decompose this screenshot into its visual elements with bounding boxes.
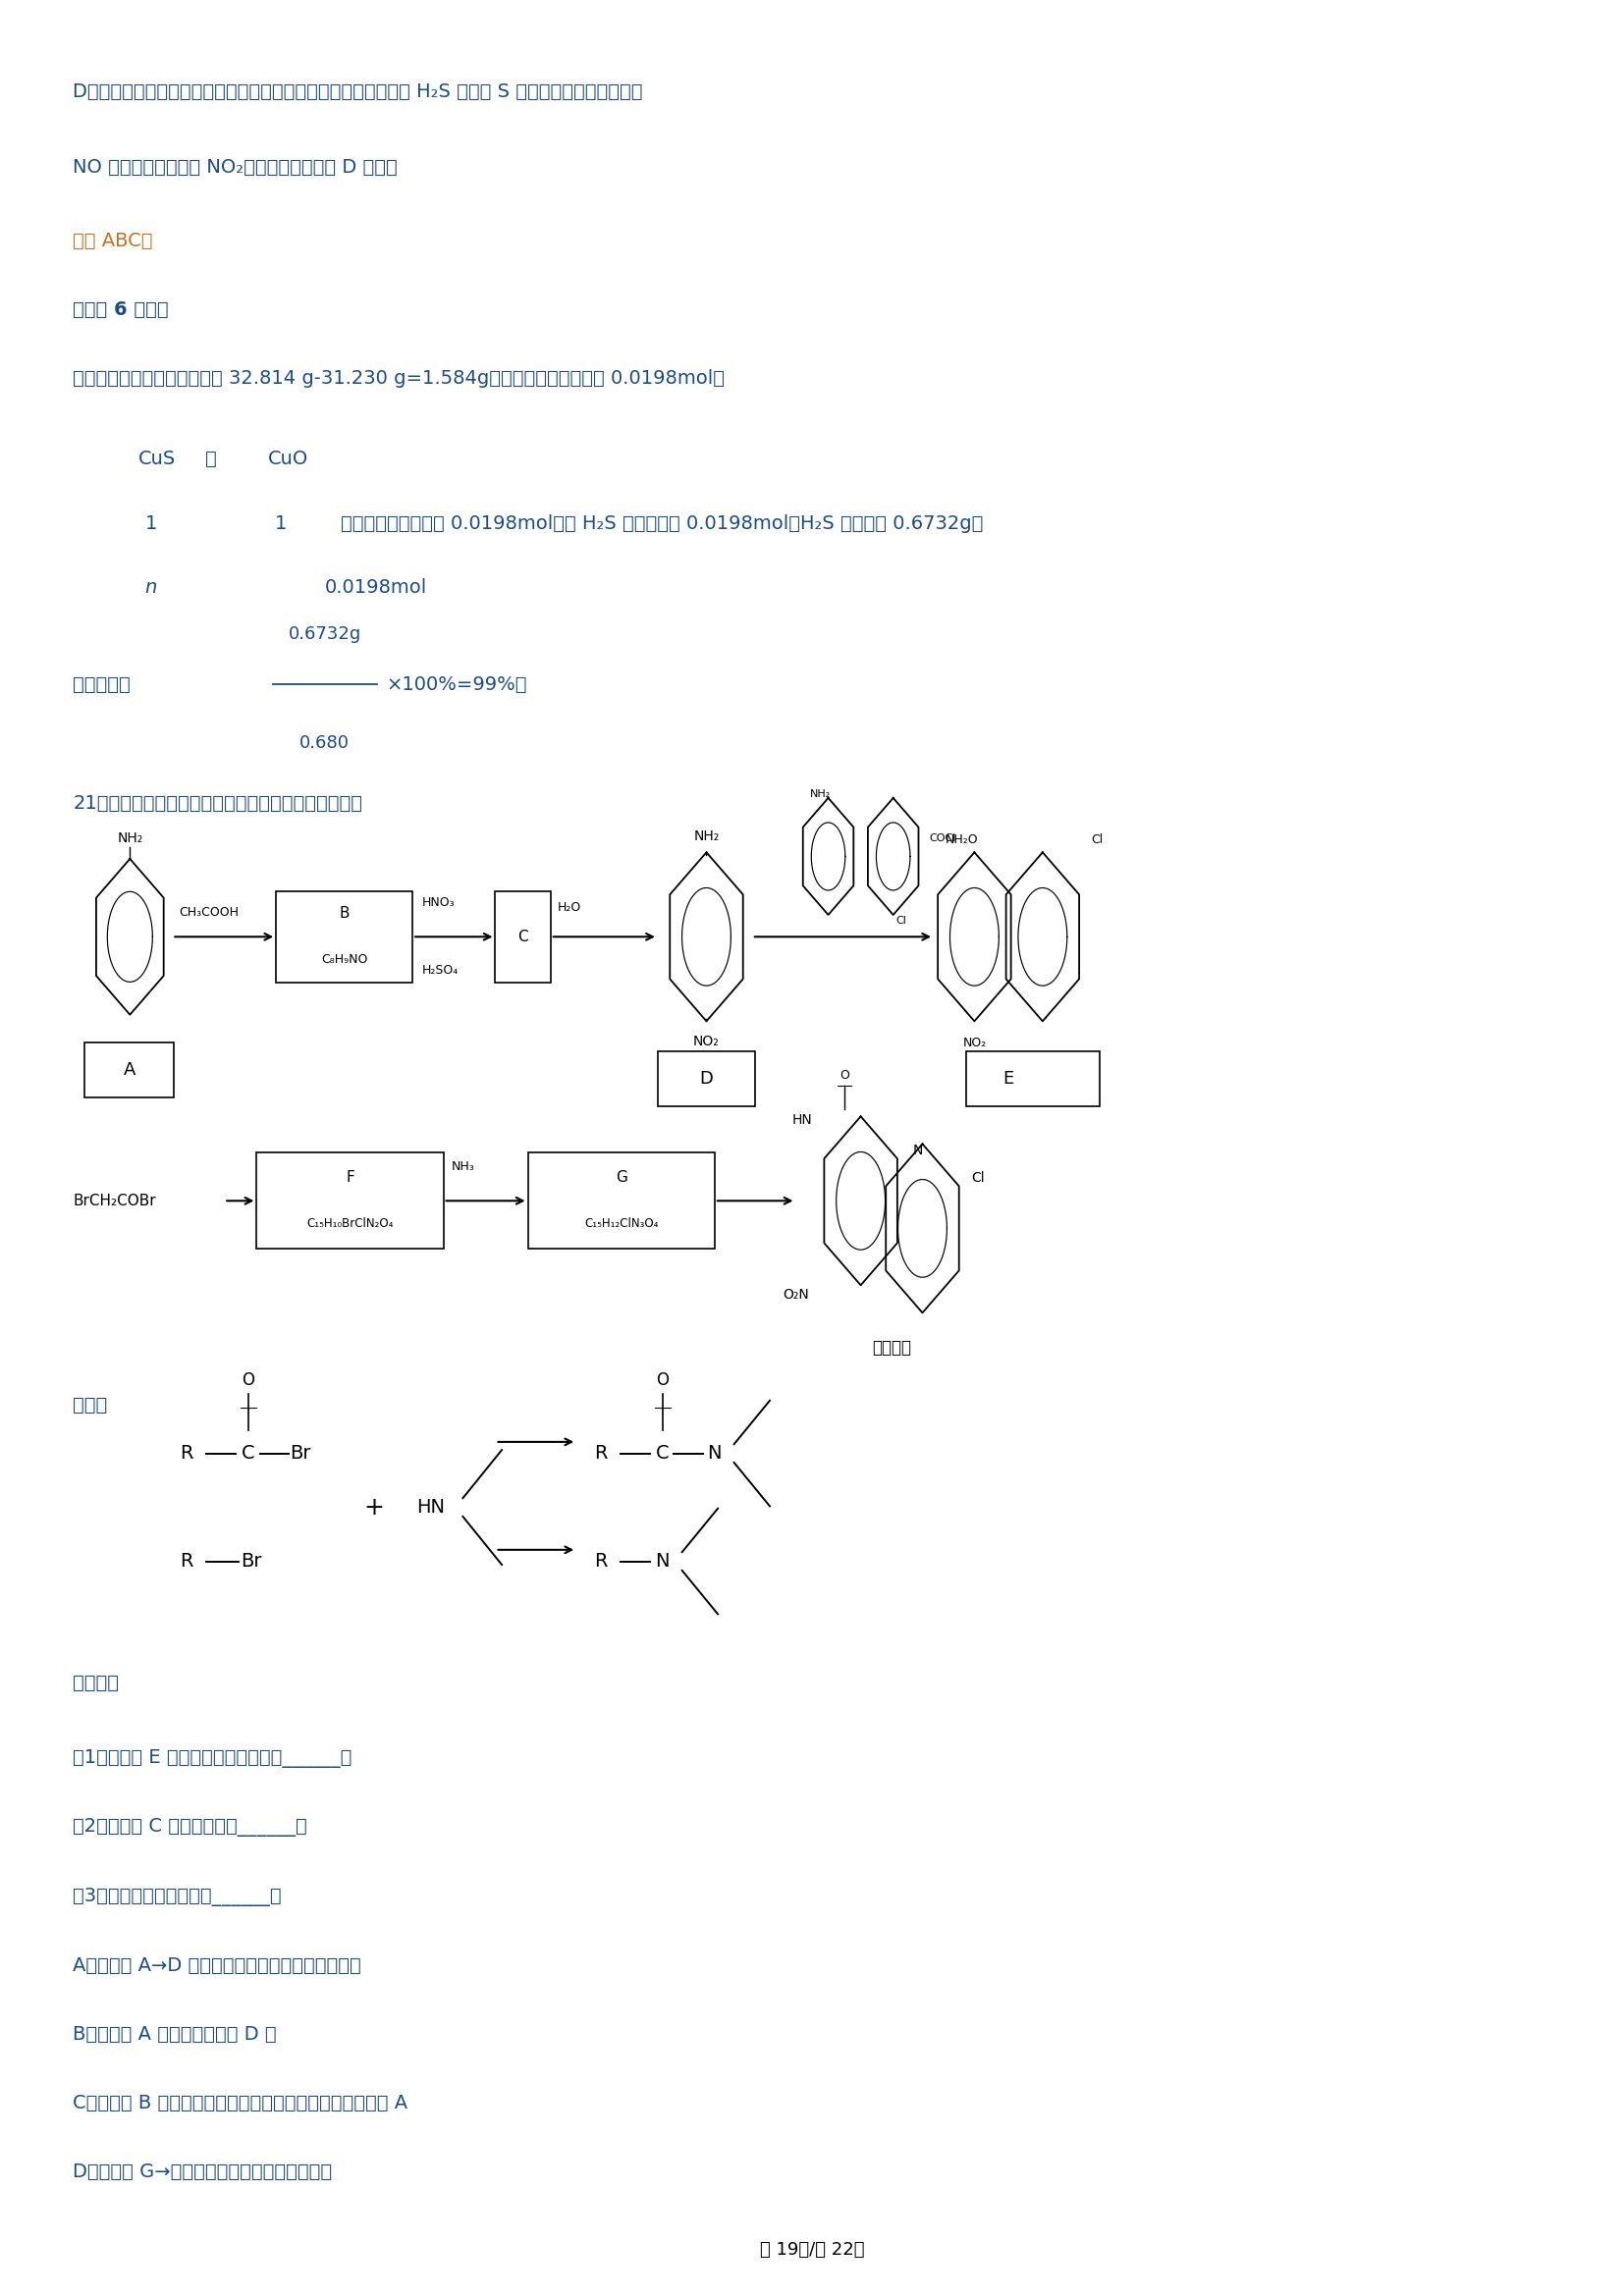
Text: CuO: CuO <box>268 450 309 468</box>
Bar <box>658 1052 755 1107</box>
Text: 产品纯度为: 产品纯度为 <box>73 675 132 693</box>
Text: G: G <box>615 1171 627 1185</box>
Text: N: N <box>913 1143 922 1157</box>
Bar <box>84 1042 174 1097</box>
Text: C: C <box>518 930 528 944</box>
Text: 1: 1 <box>145 514 158 533</box>
Text: N: N <box>656 1552 669 1570</box>
Text: N: N <box>708 1444 721 1463</box>
Text: 0.0198mol: 0.0198mol <box>325 579 427 597</box>
Text: H₂O: H₂O <box>557 900 581 914</box>
Text: F: F <box>346 1171 354 1185</box>
Text: CuS: CuS <box>138 450 175 468</box>
Text: 第 19页/共 22页: 第 19页/共 22页 <box>760 2241 864 2259</box>
Text: ，硫化铜物质的量为 0.0198mol，则 H₂S 物质的量为 0.0198mol，H₂S 的质量为 0.6732g，: ，硫化铜物质的量为 0.0198mol，则 H₂S 物质的量为 0.0198mo… <box>341 514 984 533</box>
Text: Cl: Cl <box>971 1171 984 1185</box>
Text: C₁₅H₁₂ClN₃O₄: C₁₅H₁₂ClN₃O₄ <box>585 1217 658 1231</box>
Text: NO 或者浓硝酸产生的 NO₂，会污染空气，故 D 错误；: NO 或者浓硝酸产生的 NO₂，会污染空气，故 D 错误； <box>73 158 398 177</box>
Text: 21．某研究小组通过下列路线合成镇静药物氯硝西泮。: 21．某研究小组通过下列路线合成镇静药物氯硝西泮。 <box>73 794 362 813</box>
Text: O: O <box>840 1068 849 1081</box>
Text: n: n <box>145 579 158 597</box>
Text: HNO₃: HNO₃ <box>422 895 455 909</box>
Text: D: D <box>700 1070 713 1088</box>
Text: （1）化合物 E 的含氧官能团的名称是______。: （1）化合物 E 的含氧官能团的名称是______。 <box>73 1750 352 1768</box>
Text: 故选 ABC。: 故选 ABC。 <box>73 232 153 250</box>
Text: H₂SO₄: H₂SO₄ <box>422 964 460 978</box>
Text: BrCH₂COBr: BrCH₂COBr <box>73 1194 156 1208</box>
Text: O: O <box>656 1371 669 1389</box>
Bar <box>495 891 551 983</box>
Text: （2）化合物 C 的结构简式是______。: （2）化合物 C 的结构简式是______。 <box>73 1818 307 1837</box>
Text: NH₂: NH₂ <box>693 829 719 843</box>
Text: C: C <box>242 1444 255 1463</box>
Text: C: C <box>656 1444 669 1463</box>
Text: 【小问 6 详解】: 【小问 6 详解】 <box>73 301 169 319</box>
Text: D．化合物 G→氯硝西泮的反应类型为取代反应: D．化合物 G→氯硝西泮的反应类型为取代反应 <box>73 2163 333 2181</box>
Text: HN: HN <box>791 1114 812 1127</box>
Text: NO₂: NO₂ <box>963 1035 986 1049</box>
Text: 0.680: 0.680 <box>300 735 349 753</box>
Bar <box>257 1153 443 1249</box>
Text: R: R <box>594 1444 607 1463</box>
Text: C．化合物 B 在氢氧化钠溶液加热的条件下可转化为化合物 A: C．化合物 B 在氢氧化钠溶液加热的条件下可转化为化合物 A <box>73 2094 408 2112</box>
Text: NH₂: NH₂ <box>117 831 143 845</box>
Text: B: B <box>339 907 349 921</box>
Text: A．化合物 A→D 的过程中，采用了保护氨基的方法: A．化合物 A→D 的过程中，采用了保护氨基的方法 <box>73 1956 362 1975</box>
Text: R: R <box>594 1552 607 1570</box>
Text: NO₂: NO₂ <box>693 1035 719 1049</box>
Text: O: O <box>242 1371 255 1389</box>
Text: COCl: COCl <box>929 833 957 843</box>
Text: D．该实验产生的尾气不可用硝酸吸收，硝酸的氧化性虽然可以把 H₂S 氧化为 S 单质，但是稀硝酸产生的: D．该实验产生的尾气不可用硝酸吸收，硝酸的氧化性虽然可以把 H₂S 氧化为 S … <box>73 83 643 101</box>
Text: 1: 1 <box>274 514 287 533</box>
Text: Br: Br <box>242 1552 261 1570</box>
Text: R: R <box>180 1444 193 1463</box>
Text: HN: HN <box>416 1497 445 1518</box>
Text: +: + <box>364 1495 383 1520</box>
Text: 0.6732g: 0.6732g <box>289 625 361 643</box>
Text: Cl: Cl <box>896 916 906 925</box>
Text: CH₃COOH: CH₃COOH <box>179 905 239 918</box>
Text: NH₂O: NH₂O <box>945 833 978 847</box>
Text: C₁₅H₁₀BrClN₂O₄: C₁₅H₁₀BrClN₂O₄ <box>307 1217 393 1231</box>
Text: O₂N: O₂N <box>783 1288 809 1302</box>
Bar <box>966 1052 1099 1107</box>
Text: ～: ～ <box>205 450 218 468</box>
Text: （3）下列说法不正确的是______。: （3）下列说法不正确的是______。 <box>73 1887 283 1906</box>
Text: B．化合物 A 的碱性比化合物 D 弱: B．化合物 A 的碱性比化合物 D 弱 <box>73 2025 278 2043</box>
Text: Br: Br <box>291 1444 310 1463</box>
Text: R: R <box>180 1552 193 1570</box>
Text: NH₃: NH₃ <box>451 1159 474 1173</box>
Text: 根据铜守恒，氧化铜的质量为 32.814 g-31.230 g=1.584g，则氧化铜物质的量为 0.0198mol，: 根据铜守恒，氧化铜的质量为 32.814 g-31.230 g=1.584g，则… <box>73 370 724 388</box>
Text: A: A <box>123 1061 136 1079</box>
Text: E: E <box>1004 1070 1013 1088</box>
Text: 请回答：: 请回答： <box>73 1674 119 1692</box>
Bar <box>276 891 412 983</box>
Text: ×100%=99%。: ×100%=99%。 <box>387 675 528 693</box>
Text: C₈H₉NO: C₈H₉NO <box>322 953 367 967</box>
Bar <box>528 1153 715 1249</box>
Text: Cl: Cl <box>1091 833 1103 847</box>
Text: 已知：: 已知： <box>73 1396 107 1414</box>
Text: 氯硝西泮: 氯硝西泮 <box>872 1339 911 1357</box>
Text: NH₂: NH₂ <box>810 790 830 799</box>
